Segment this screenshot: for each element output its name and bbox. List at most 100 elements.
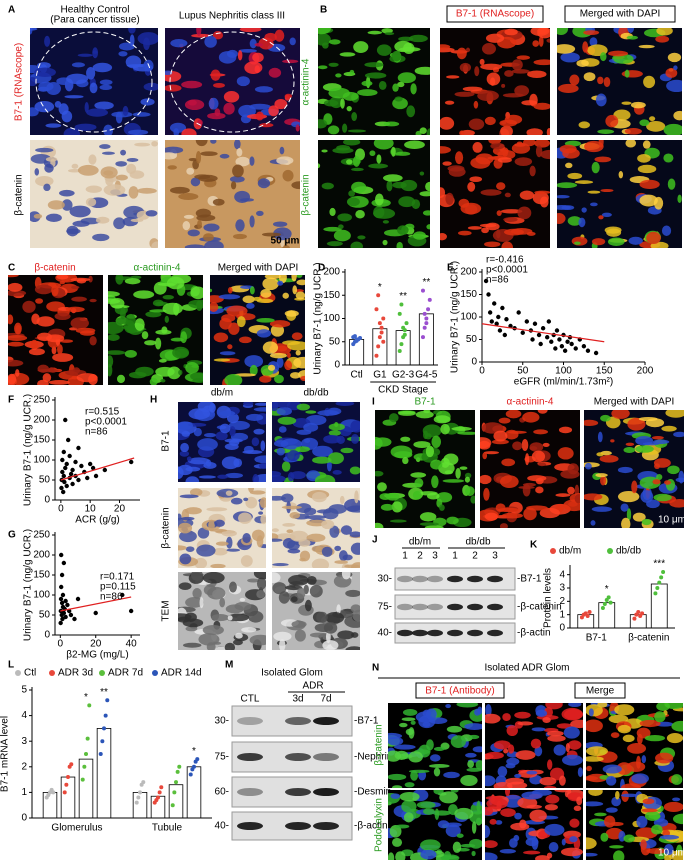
micrograph-feature: [562, 754, 583, 766]
micrograph-feature: [626, 761, 646, 772]
point: [377, 335, 382, 340]
micrograph-feature: [258, 462, 266, 469]
micrograph-feature: [65, 306, 85, 313]
legend-swatch: [152, 670, 158, 676]
micrograph-feature: [243, 497, 249, 502]
y-axis-title: Urinary B7-1 (ng/g UCR.): [313, 262, 324, 374]
x-tick-label: Glomerulus: [51, 823, 102, 834]
micrograph-feature: [504, 28, 518, 36]
micrograph-feature: [92, 62, 113, 73]
micrograph-feature: [286, 352, 291, 358]
micrograph-feature: [469, 838, 482, 849]
micrograph-feature: [399, 47, 421, 52]
micrograph-feature: [416, 801, 436, 809]
micrograph-feature: [472, 746, 482, 753]
micrograph-feature: [37, 379, 49, 385]
micrograph-feature: [655, 752, 674, 764]
micrograph-feature: [281, 244, 290, 248]
micrograph-feature: [181, 430, 191, 437]
micrograph-feature: [600, 52, 607, 62]
micrograph-feature: [667, 465, 680, 475]
micrograph-feature: [213, 82, 225, 88]
micrograph-feature: [465, 486, 475, 497]
micrograph-feature: [403, 812, 414, 823]
y-tick-label: 50: [39, 610, 51, 621]
micrograph-feature: [628, 236, 643, 245]
micrograph-feature: [584, 462, 592, 470]
micrograph-feature: [525, 837, 539, 847]
micrograph-feature: [71, 163, 79, 169]
annotation: r=0.515: [85, 407, 120, 418]
micrograph-feature: [230, 181, 237, 190]
micrograph-feature: [204, 35, 217, 48]
micrograph-feature: [656, 473, 663, 481]
micrograph-feature: [128, 186, 139, 199]
point: [381, 339, 386, 344]
micrograph-feature: [199, 597, 204, 609]
micrograph-feature: [350, 542, 360, 555]
point: [486, 292, 491, 297]
micrograph-feature: [542, 717, 551, 724]
micrograph-feature: [51, 284, 59, 297]
label: 40-: [215, 821, 229, 832]
micrograph-feature: [325, 611, 345, 624]
micrograph-feature: [460, 202, 482, 215]
micrograph-feature: [76, 373, 98, 383]
panel-label: E: [447, 263, 454, 274]
micrograph-feature: [8, 275, 19, 278]
micrograph-feature: [557, 182, 578, 189]
micrograph-feature: [485, 840, 498, 848]
micrograph-feature: [516, 55, 530, 60]
micrograph-feature: [602, 764, 622, 774]
micrograph-feature: [115, 317, 129, 324]
legend-swatch: [550, 548, 556, 554]
micrograph-feature: [235, 156, 251, 167]
micrograph-feature: [126, 158, 139, 162]
point: [524, 319, 530, 324]
micrograph-feature: [408, 34, 428, 43]
micrograph-feature: [546, 127, 550, 135]
micrograph-feature: [574, 494, 580, 504]
micrograph-feature: [202, 572, 225, 584]
micrograph-feature: [219, 410, 236, 417]
micrograph-feature: [638, 44, 655, 49]
micrograph-feature: [481, 422, 504, 434]
label: Healthy Control: [61, 5, 130, 16]
point: [64, 782, 69, 787]
micrograph-feature: [190, 286, 203, 300]
micrograph-feature: [264, 275, 282, 280]
point: [73, 459, 78, 465]
micrograph-feature: [224, 374, 243, 385]
micrograph-feature: [137, 187, 157, 194]
micrograph-feature: [249, 38, 257, 49]
micrograph-feature: [504, 70, 514, 77]
bar: [650, 583, 668, 629]
point: [500, 305, 505, 311]
micrograph-feature: [534, 190, 550, 195]
micrograph-feature: [489, 818, 497, 825]
micrograph-feature: [517, 721, 534, 726]
x-tick-label: Tubule: [152, 823, 183, 834]
micrograph-feature: [617, 724, 631, 734]
micrograph-feature: [644, 811, 661, 821]
micrograph-feature: [100, 166, 118, 179]
micrograph-feature: [304, 438, 311, 443]
micrograph-feature: [644, 734, 666, 742]
micrograph-feature: [234, 140, 241, 150]
y-tick-label: 100: [323, 313, 340, 324]
micrograph-feature: [305, 415, 327, 426]
micrograph-feature: [197, 527, 210, 539]
micrograph-feature: [239, 28, 262, 33]
micrograph-feature: [122, 105, 129, 116]
label: -β-actin: [517, 628, 551, 639]
point: [376, 293, 381, 298]
micrograph-feature: [576, 59, 589, 67]
point: [82, 764, 87, 769]
micrograph-feature: [380, 503, 394, 511]
micrograph-feature: [282, 59, 299, 64]
micrograph-feature: [295, 124, 300, 132]
micrograph-feature: [226, 536, 233, 549]
point: [51, 790, 56, 795]
micrograph-feature: [539, 507, 560, 519]
micrograph-feature: [224, 438, 243, 443]
